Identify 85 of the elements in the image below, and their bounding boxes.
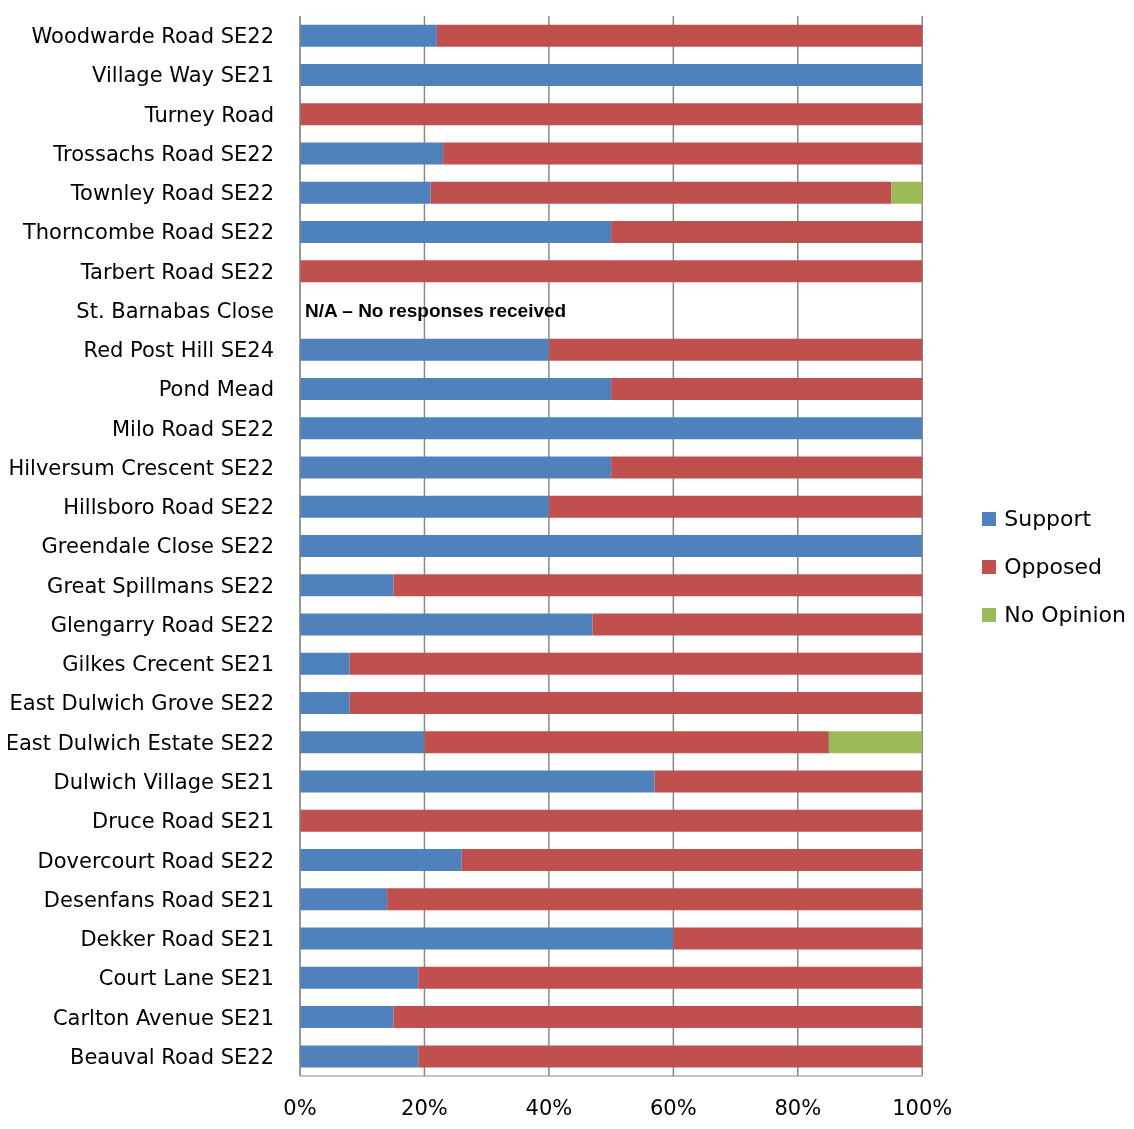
y-tick-label: Desenfans Road SE21	[43, 887, 274, 912]
bar	[611, 377, 923, 400]
bar	[300, 417, 923, 440]
bar	[611, 220, 923, 243]
bar	[673, 927, 923, 950]
y-tick-label: Tarbert Road SE22	[79, 259, 274, 284]
bar	[300, 613, 593, 636]
y-tick-label: Red Post Hill SE24	[83, 338, 274, 363]
y-tick-label: Court Lane SE21	[98, 966, 274, 991]
legend-label: No Opinion	[1004, 601, 1126, 629]
bar	[300, 770, 655, 793]
bar	[349, 652, 923, 675]
bar	[461, 849, 923, 872]
legend-label: Support	[1004, 505, 1092, 533]
x-tick-label: 40%	[525, 1095, 573, 1120]
y-tick-label: Thorncombe Road SE22	[21, 220, 274, 245]
y-tick-label: St. Barnabas Close	[76, 298, 274, 323]
bar	[300, 24, 437, 47]
y-tick-label: Hillsboro Road SE22	[63, 495, 274, 520]
bar	[393, 1006, 923, 1029]
bar	[611, 456, 923, 479]
bar	[828, 731, 923, 754]
y-tick-label: Turney Road	[143, 102, 274, 127]
bar	[300, 377, 612, 400]
x-tick-label: 80%	[774, 1095, 822, 1120]
y-tick-label: Carlton Avenue SE21	[52, 1005, 274, 1030]
bar	[387, 888, 923, 911]
bar	[300, 260, 923, 283]
bar	[300, 142, 444, 165]
x-tick-label: 20%	[401, 1095, 448, 1120]
bar	[300, 535, 923, 558]
bar	[300, 692, 350, 715]
bar	[393, 574, 923, 597]
bar	[592, 613, 923, 636]
y-tick-label: Druce Road SE21	[92, 809, 274, 834]
y-tick-label: Dekker Road SE21	[80, 927, 274, 952]
bar	[300, 456, 612, 479]
y-tick-label: Milo Road SE22	[111, 416, 274, 441]
bar	[418, 1045, 923, 1068]
bar	[418, 966, 923, 989]
bar	[300, 966, 419, 989]
bar	[349, 692, 923, 715]
bar	[300, 731, 425, 754]
y-tick-label: East Dulwich Estate SE22	[5, 730, 274, 755]
y-tick-label: Townley Road SE22	[69, 181, 274, 206]
y-tick-label: Trossachs Road SE22	[52, 141, 274, 166]
bar	[300, 338, 549, 361]
bar	[300, 495, 549, 518]
y-tick-label: Gilkes Crecent SE21	[62, 652, 274, 677]
bar	[300, 103, 923, 126]
y-tick-label: Village Way SE21	[92, 63, 274, 88]
y-tick-label: Dulwich Village SE21	[53, 770, 274, 795]
bar	[891, 181, 923, 204]
bar	[548, 495, 923, 518]
bar	[300, 849, 462, 872]
bar	[300, 927, 674, 950]
y-tick-label: Pond Mead	[158, 377, 274, 402]
y-tick-label: Greendale Close SE22	[41, 534, 274, 559]
bar	[300, 574, 394, 597]
bar	[430, 181, 892, 204]
bar	[300, 809, 923, 832]
y-tick-label: Glengarry Road SE22	[50, 612, 274, 637]
y-tick-label: Beauval Road SE22	[69, 1044, 274, 1069]
y-tick-label: Woodwarde Road SE22	[31, 24, 274, 49]
x-tick-label: 60%	[650, 1095, 697, 1120]
y-tick-label: Hilversum Crescent SE22	[8, 455, 274, 480]
bar	[436, 24, 923, 47]
y-tick-label: Dovercourt Road SE22	[37, 848, 274, 873]
bar	[300, 1006, 394, 1029]
y-tick-label: Great Spillmans SE22	[47, 573, 274, 598]
bar	[443, 142, 923, 165]
bar	[300, 181, 431, 204]
bar	[548, 338, 923, 361]
bar	[300, 888, 388, 911]
bar	[424, 731, 829, 754]
bar	[654, 770, 923, 793]
bar	[300, 63, 923, 86]
legend-label: Opposed	[1004, 553, 1102, 581]
x-tick-label: 0%	[283, 1095, 317, 1120]
x-tick-label: 100%	[892, 1095, 953, 1120]
bar	[300, 220, 612, 243]
annotation: N/A – No responses received	[305, 300, 567, 322]
bar	[300, 652, 350, 675]
bar	[300, 1045, 419, 1068]
y-tick-label: East Dulwich Grove SE22	[9, 691, 274, 716]
